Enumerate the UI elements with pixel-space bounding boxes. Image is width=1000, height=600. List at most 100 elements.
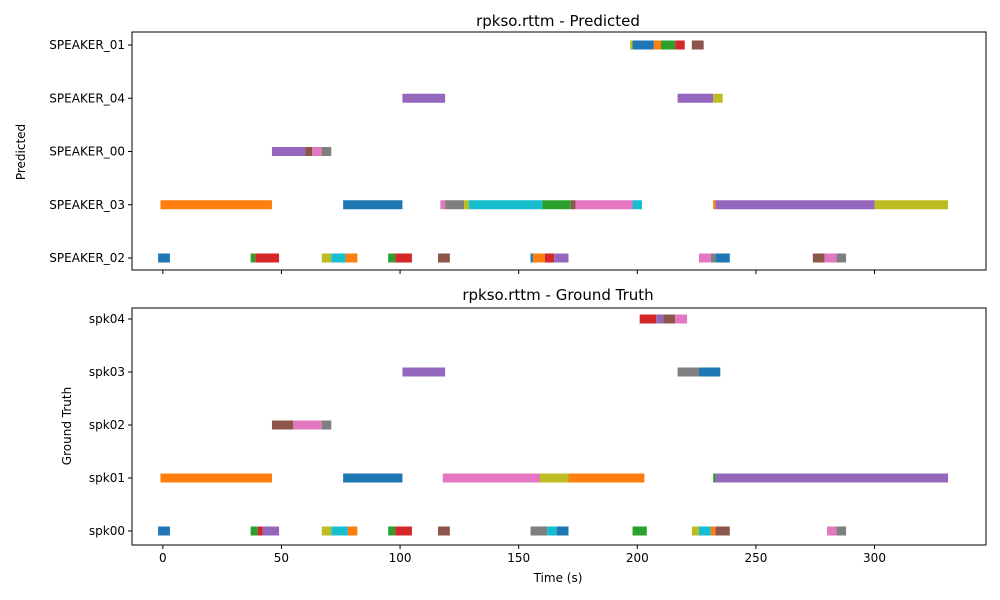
segment-speaker-03-0 [160,200,272,210]
segment-spk04-1 [656,314,664,324]
segment-spk00-12 [556,526,569,536]
segment-spk00-13 [632,526,647,536]
xtick-label-250: 250 [744,551,767,565]
segment-speaker-03-10 [713,200,716,210]
ytick-label-spk02: spk02 [89,418,125,432]
segment-spk00-14 [691,526,699,536]
segment-spk00-16 [710,526,716,536]
segment-speaker-02-5 [345,253,358,263]
ytick-label-spk04: spk04 [89,312,125,326]
segment-speaker-02-17 [824,253,837,263]
ytick-label-speaker-04: SPEAKER_04 [49,91,125,105]
xtick-label-300: 300 [863,551,886,565]
segment-speaker-00-3 [321,147,332,156]
segment-spk00-9 [438,526,450,536]
segment-spk00-17 [715,526,730,536]
segment-speaker-02-11 [544,253,555,263]
segment-speaker-01-3 [661,40,676,50]
segment-speaker-04-2 [713,93,723,103]
segment-spk00-0 [158,526,170,536]
ytick-label-speaker-00: SPEAKER_00 [49,145,125,159]
segment-spk02-2 [321,420,332,430]
segment-speaker-02-7 [395,253,412,263]
segment-spk00-19 [836,526,847,536]
segment-spk00-7 [388,526,396,536]
xtick-label-100: 100 [389,551,412,565]
ground-truth-axes-frame [131,307,987,546]
predicted-title: rpkso.rttm - Predicted [476,12,640,30]
segment-speaker-02-13 [698,253,711,263]
segment-spk02-0 [271,420,294,430]
segment-speaker-01-4 [675,40,685,50]
segment-speaker-02-1 [250,253,256,263]
segment-speaker-01-1 [632,40,654,50]
segment-speaker-02-18 [836,253,847,263]
predicted-ylabel: Predicted [14,124,28,180]
segment-spk04-0 [639,314,657,324]
segment-speaker-02-6 [388,253,396,263]
segment-speaker-03-7 [570,200,576,210]
ytick-label-spk01: spk01 [89,471,125,485]
segment-spk01-3 [540,473,569,483]
segment-spk01-5 [713,473,716,483]
segment-speaker-03-9 [632,200,643,210]
segment-speaker-02-4 [331,253,346,263]
segment-spk00-6 [347,526,358,536]
predicted-plot-area: SPEAKER_01 SPEAKER_04 SPEAKER_00 SPEAKER_03… [49,38,949,274]
segment-speaker-04-1 [677,93,714,103]
segment-speaker-00-1 [305,147,313,156]
segment-speaker-02-14 [710,253,716,263]
segment-spk00-5 [331,526,348,536]
segment-speaker-02-3 [321,253,332,263]
xtick-label-0: 0 [159,551,167,565]
segment-speaker-03-12 [874,200,949,210]
segment-speaker-02-2 [255,253,280,263]
segment-speaker-02-16 [812,253,825,263]
segment-speaker-03-2 [440,200,446,210]
segment-speaker-02-8 [438,253,450,263]
segment-speaker-03-1 [343,200,403,210]
segment-speaker-03-11 [715,200,875,210]
segment-spk01-2 [442,473,541,483]
segment-speaker-01-5 [691,40,704,50]
segment-spk03-2 [698,367,721,377]
xtick-label-150: 150 [507,551,530,565]
segment-speaker-03-5 [468,200,543,210]
predicted-panel: rpkso.rttm - Predicted Predicted SPEAKER… [14,12,987,274]
segment-spk00-2 [257,526,263,536]
ytick-label-speaker-01: SPEAKER_01 [49,38,125,52]
segment-spk00-8 [395,526,412,536]
ground-truth-panel: rpkso.rttm - Ground Truth Ground Truth T… [60,286,987,585]
xtick-label-50: 50 [274,551,289,565]
ground-truth-plot-area: spk04 spk03 spk02 spk01 spk00 0 50 100 150 200 250… [89,312,949,565]
segment-spk00-11 [547,526,557,536]
segment-speaker-02-9 [530,253,533,263]
segment-speaker-00-0 [271,147,306,156]
segment-spk00-10 [530,526,548,536]
segment-speaker-02-10 [532,253,545,263]
segment-spk00-4 [321,526,332,536]
segment-speaker-02-0 [158,253,170,263]
segment-spk02-1 [293,420,322,430]
ground-truth-ylabel: Ground Truth [60,387,74,465]
segment-speaker-04-0 [402,93,446,103]
segment-speaker-03-4 [464,200,469,210]
segment-spk01-1 [343,473,403,483]
segment-spk03-1 [677,367,699,377]
segment-spk01-0 [160,473,272,483]
segment-spk00-18 [827,526,837,536]
segment-speaker-03-6 [542,200,571,210]
segment-spk00-15 [698,526,711,536]
ytick-label-spk03: spk03 [89,365,125,379]
predicted-axes-frame [131,31,987,271]
segment-spk01-6 [715,473,949,483]
segment-spk04-3 [675,314,688,324]
ground-truth-xlabel: Time (s) [533,571,583,585]
segment-speaker-02-15 [715,253,730,263]
ground-truth-title: rpkso.rttm - Ground Truth [462,286,653,304]
ytick-label-speaker-03: SPEAKER_03 [49,198,125,212]
ytick-label-speaker-02: SPEAKER_02 [49,251,125,265]
segment-speaker-01-2 [653,40,662,50]
segment-speaker-02-12 [554,253,569,263]
